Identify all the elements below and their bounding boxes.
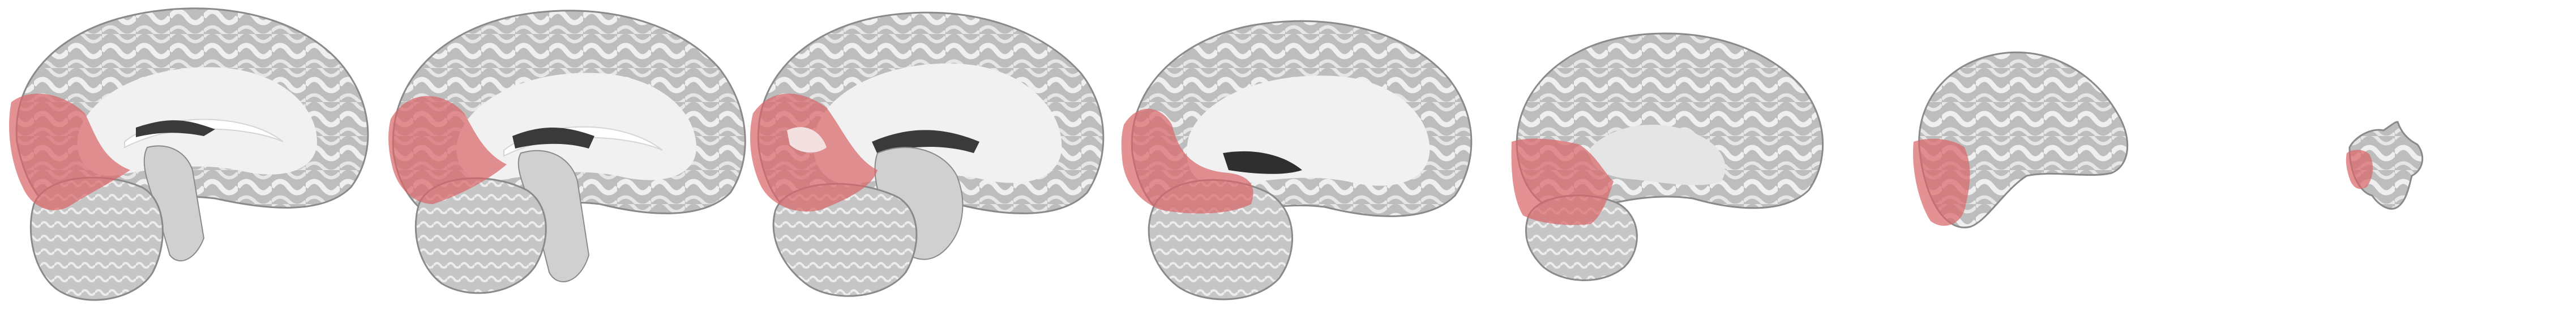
sagittal-slice-3 — [750, 11, 1105, 297]
sagittal-slice-7 — [2346, 121, 2424, 210]
sagittal-slice-2 — [388, 10, 746, 294]
sagittal-slice-4 — [1121, 20, 1473, 300]
sagittal-slice-6 — [1913, 51, 2129, 228]
brainstem — [143, 145, 205, 261]
ventricle — [136, 120, 215, 137]
sagittal-slice-5 — [1511, 32, 1824, 281]
overlay-region — [9, 94, 131, 210]
sagittal-slice-1 — [9, 7, 369, 301]
